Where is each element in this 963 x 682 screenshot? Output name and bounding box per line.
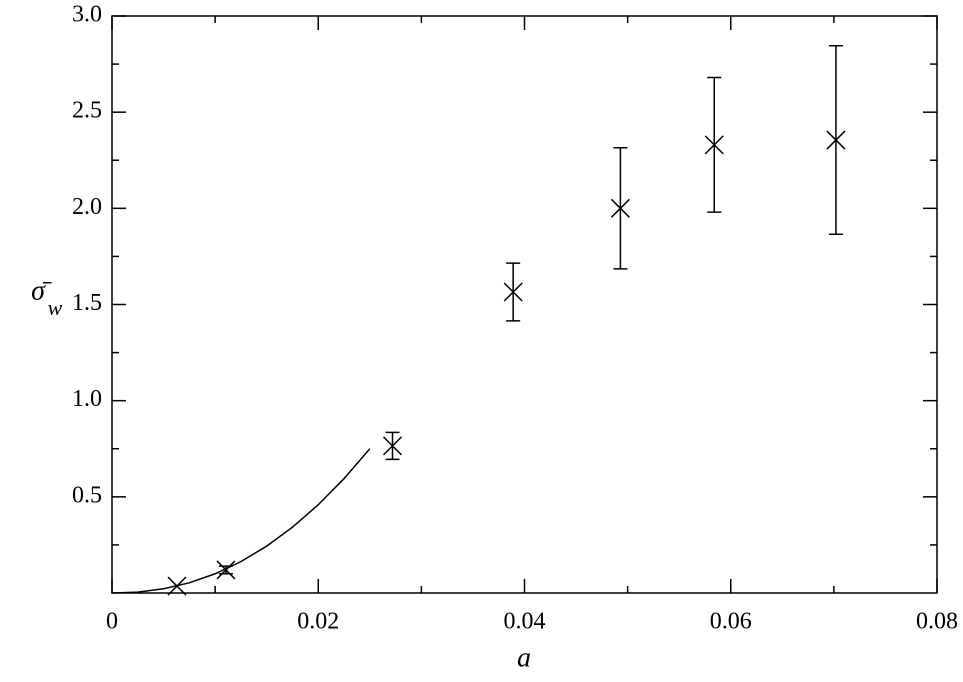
x-axis-label: a: [517, 642, 531, 673]
y-tick-label: 0.5: [72, 482, 102, 508]
y-tick-label: 1.5: [72, 290, 102, 316]
x-tick-label: 0: [106, 609, 118, 635]
fit-curve: [111, 448, 371, 594]
data-point: [704, 135, 724, 155]
plot-frame: [111, 15, 938, 594]
data-point: [826, 130, 846, 150]
x-tick-label: 0.02: [297, 609, 339, 635]
y-tick-label: 2.5: [72, 98, 102, 124]
data-point: [216, 560, 236, 580]
y-axis-label-subscript: w: [48, 295, 63, 320]
data-point: [167, 576, 187, 596]
y-tick-label: 3.0: [72, 2, 102, 28]
x-tick-label: 0.08: [916, 609, 958, 635]
data-point: [610, 198, 630, 218]
x-tick-label: 0.04: [504, 609, 546, 635]
y-tick-label: 2.0: [72, 194, 102, 220]
data-point: [503, 282, 523, 302]
x-tick-label: 0.06: [710, 609, 752, 635]
y-tick-label: 1.0: [72, 386, 102, 412]
data-point: [382, 436, 403, 456]
